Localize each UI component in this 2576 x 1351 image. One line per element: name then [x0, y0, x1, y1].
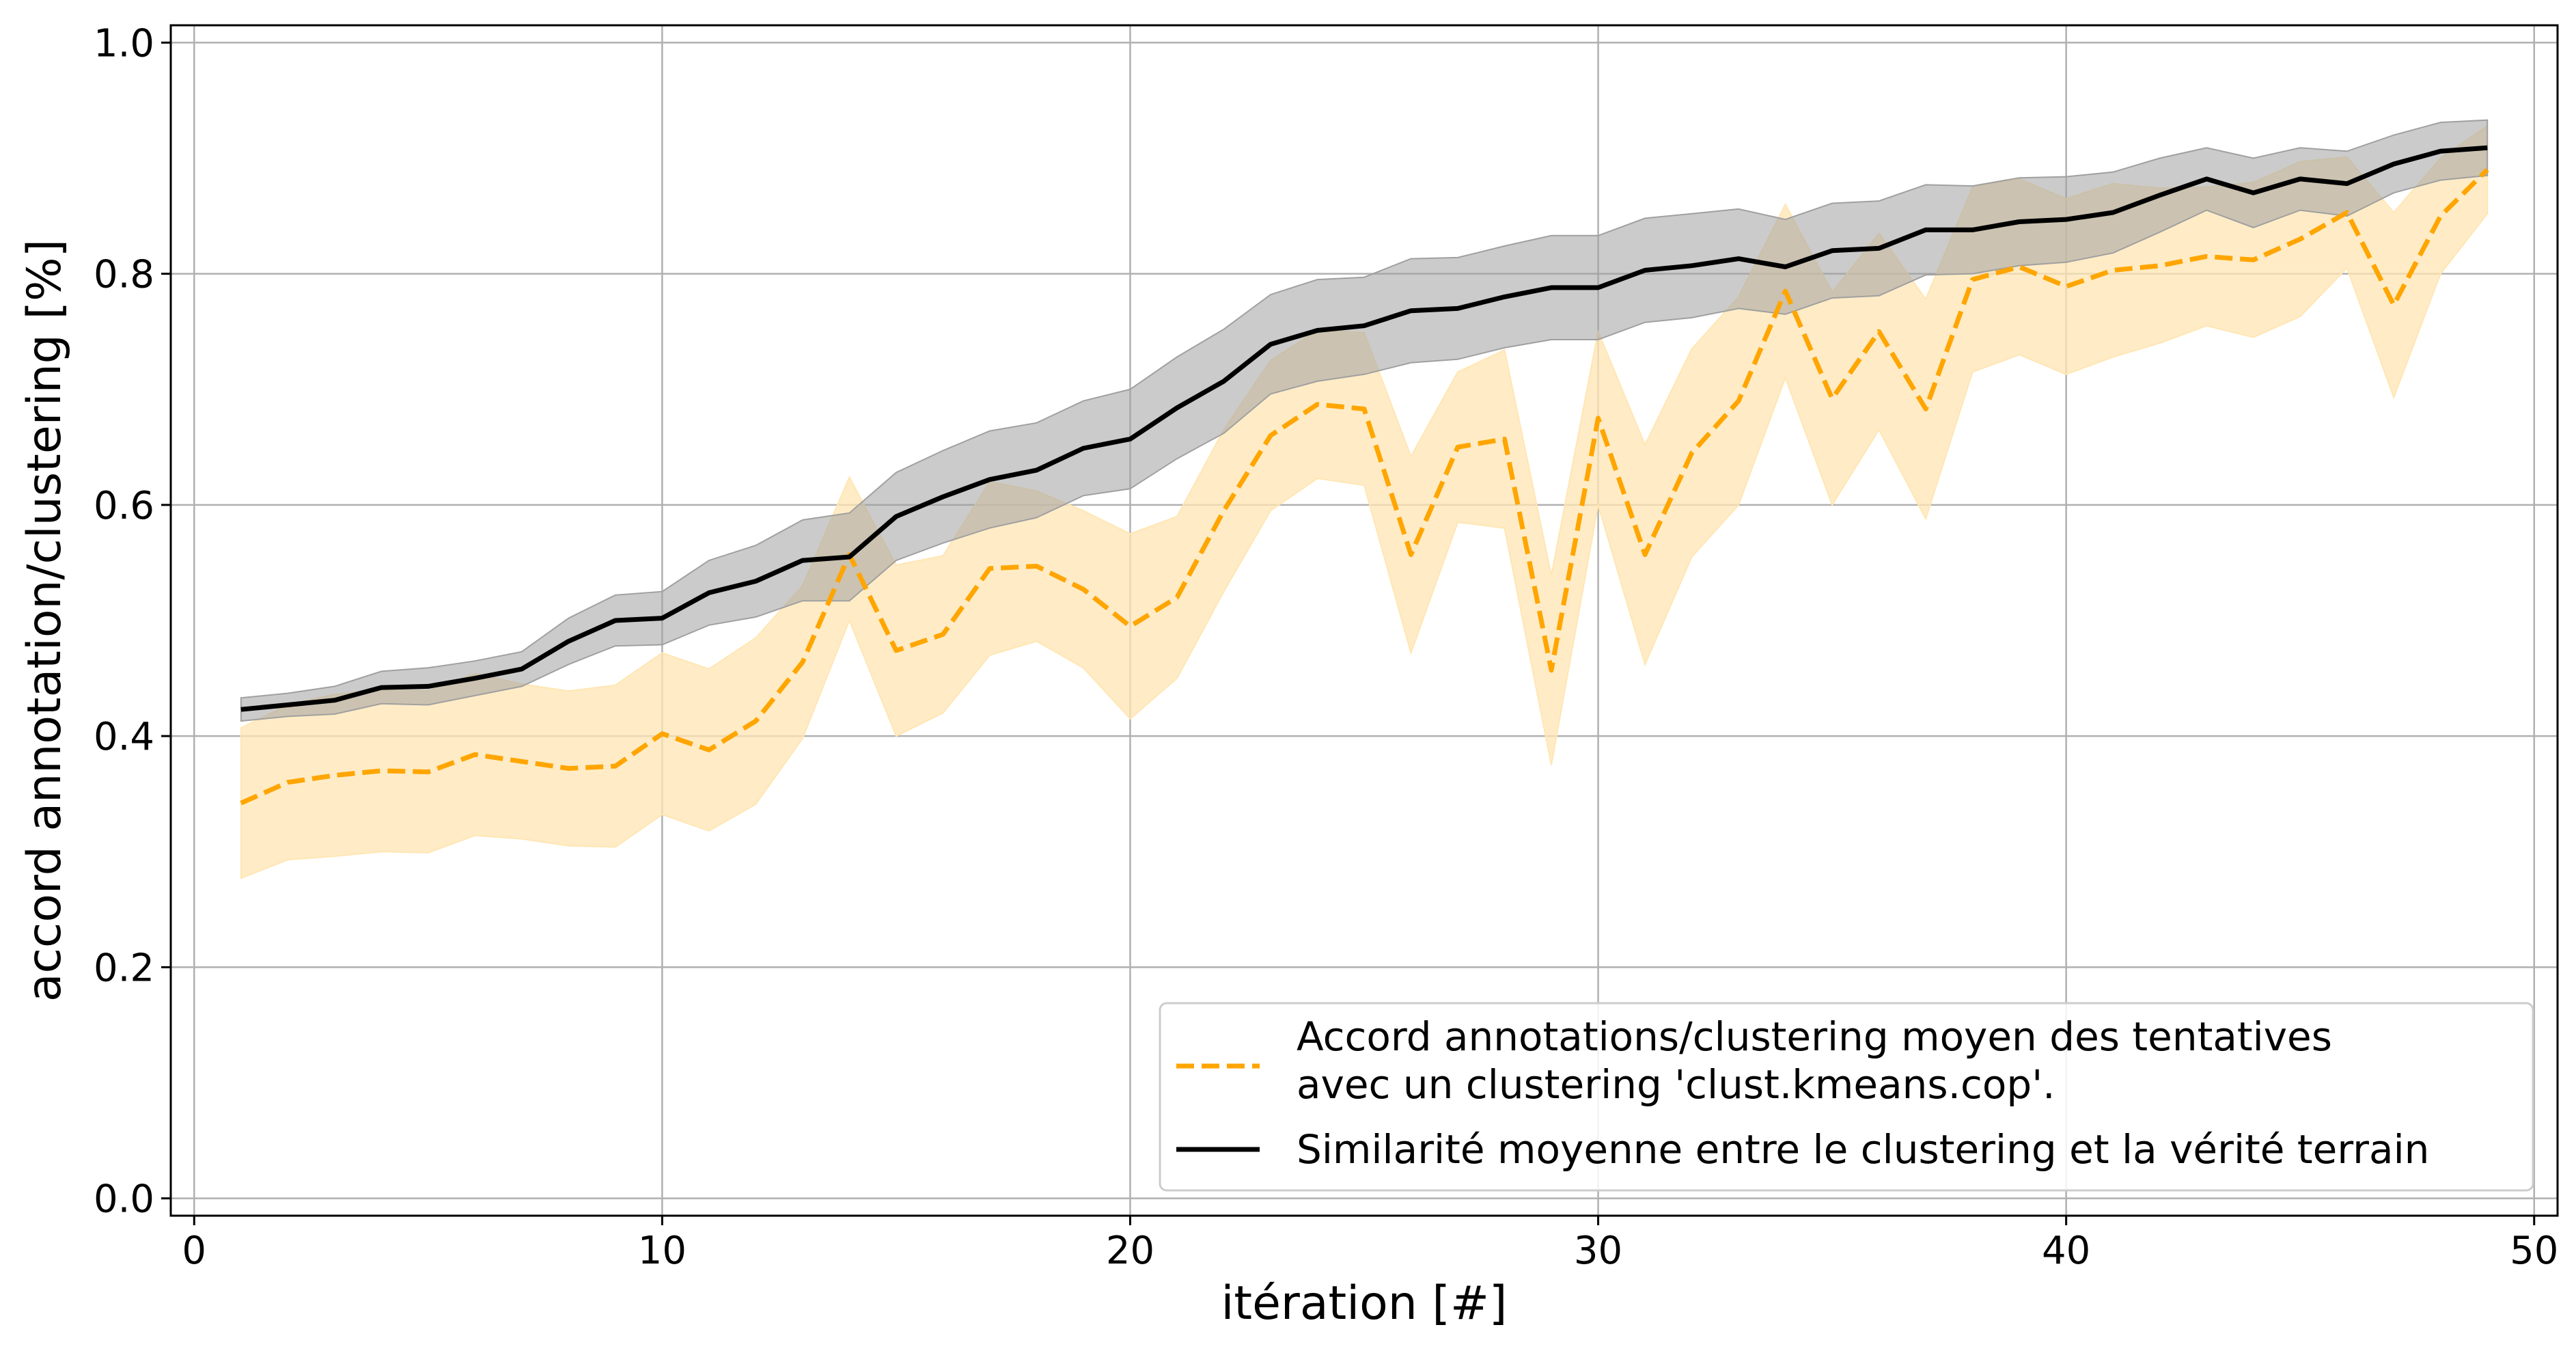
confidence-bands [240, 119, 2489, 879]
x-tick-label: 30 [1574, 1229, 1622, 1273]
legend-label-series-1-line-1: Accord annotations/clustering moyen des … [1297, 1013, 2332, 1060]
x-axis-label: itération [#] [1221, 1277, 1508, 1330]
y-tick-label: 1.0 [94, 21, 154, 66]
x-tick-label: 0 [182, 1229, 206, 1273]
x-tick-label: 50 [2510, 1229, 2558, 1273]
axis-ticks: 0 10 20 30 40 50 0.0 0.2 0.4 0.6 0.8 1.0 [94, 21, 2558, 1273]
series-lines [240, 145, 2489, 806]
y-tick-label: 0.2 [94, 946, 154, 990]
legend-label-series-2: Similarité moyenne entre le clustering e… [1297, 1126, 2429, 1173]
x-tick-label: 40 [2042, 1229, 2090, 1273]
y-tick-label: 0.0 [94, 1177, 154, 1222]
plot-frame [169, 24, 2559, 1217]
series-line-2 [240, 145, 2488, 712]
legend-box [1159, 1002, 2534, 1192]
y-tick-label: 0.8 [94, 253, 154, 297]
confidence-band-series-2 [240, 119, 2489, 722]
legend: Accord annotations/clustering moyen des … [1159, 1002, 2534, 1192]
series-line-1 [240, 167, 2489, 806]
y-axis-label: accord annotation/clustering [%] [18, 239, 72, 1002]
y-tick-label: 0.6 [94, 484, 154, 528]
y-tick-label: 0.4 [94, 715, 154, 759]
x-tick-label: 20 [1106, 1229, 1154, 1273]
x-tick-label: 10 [638, 1229, 687, 1273]
legend-label-series-1-line-2: avec un clustering 'clust.kmeans.cop'. [1297, 1061, 2055, 1108]
